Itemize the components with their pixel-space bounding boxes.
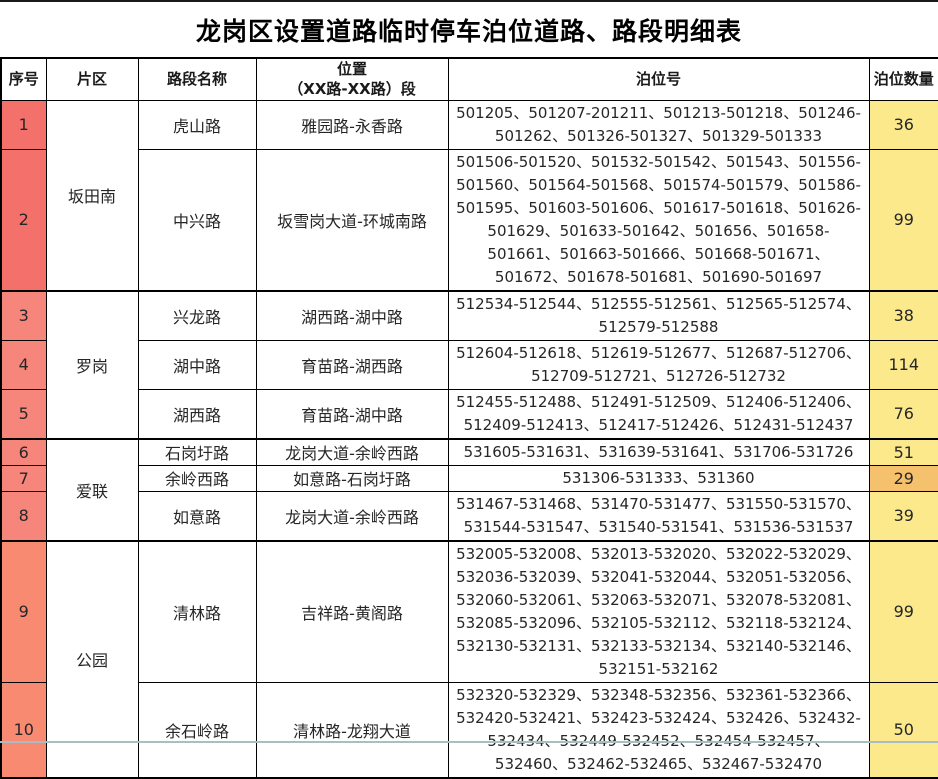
bay-count-cell: 114 bbox=[868, 339, 938, 390]
table-row: 6 爱联 石岗圩路 龙岗大道-余岭西路 531605-531631、531639… bbox=[0, 437, 938, 541]
bay-count-cell: 29 bbox=[868, 464, 938, 492]
location-cell: 如意路-石岗圩路 bbox=[255, 464, 449, 492]
bay-numbers-cell: 532005-532008、532013-532020、532022-53202… bbox=[447, 539, 870, 683]
table-row: 3 罗岗 兴龙路 湖西路-湖中路 512534-512544、512555-51… bbox=[0, 289, 938, 439]
serial-cell: 10 bbox=[0, 681, 47, 778]
bay-numbers-cell: 512455-512488、512491-512509、512406-51240… bbox=[447, 388, 870, 439]
bay-count-cell: 99 bbox=[868, 539, 938, 683]
road-name-cell: 余岭西路 bbox=[137, 464, 257, 492]
bottom-edge-strip bbox=[0, 741, 938, 743]
road-name-cell: 如意路 bbox=[137, 490, 257, 541]
header-area: 片区 bbox=[45, 57, 139, 101]
location-cell: 龙岗大道-余岭西路 bbox=[255, 490, 449, 541]
road-name-cell: 清林路 bbox=[137, 539, 257, 683]
header-location-line2: （XX路-XX路）段 bbox=[288, 80, 416, 99]
header-location-line1: 位置 bbox=[336, 60, 367, 79]
table-row: 7 余岭西路 如意路-石岗圩路 531306-531333、531360 29 bbox=[0, 464, 938, 492]
parking-table: 序号 片区 路段名称 位置 （XX路-XX路）段 泊位号 泊位数量 1 坂田南 … bbox=[0, 57, 938, 779]
bay-numbers-cell: 501506-501520、501532-501542、501543、50155… bbox=[447, 148, 870, 291]
bay-numbers-cell: 531467-531468、531470-531477、531550-53157… bbox=[447, 490, 870, 541]
table-row: 9 公园 清林路 吉祥路-黄阁路 532005-532008、532013-53… bbox=[0, 539, 938, 778]
road-name-cell: 兴龙路 bbox=[137, 289, 257, 341]
area-cell: 罗岗 bbox=[45, 289, 139, 439]
table-header-row: 序号 片区 路段名称 位置 （XX路-XX路）段 泊位号 泊位数量 bbox=[0, 57, 938, 101]
bay-count-cell: 99 bbox=[868, 148, 938, 291]
serial-cell: 6 bbox=[0, 437, 47, 466]
serial-cell: 4 bbox=[0, 339, 47, 390]
header-serial: 序号 bbox=[0, 57, 47, 101]
bay-numbers-cell: 501205、501207-201211、501213-501218、50124… bbox=[447, 99, 870, 150]
road-name-cell: 湖中路 bbox=[137, 339, 257, 390]
bay-count-cell: 39 bbox=[868, 490, 938, 541]
serial-cell: 2 bbox=[0, 148, 47, 291]
table-row: 5 湖西路 育苗路-湖中路 512455-512488、512491-51250… bbox=[0, 388, 938, 439]
serial-cell: 8 bbox=[0, 490, 47, 541]
bay-numbers-cell: 512604-512618、512619-512677、512687-51270… bbox=[447, 339, 870, 390]
bay-count-cell: 76 bbox=[868, 388, 938, 439]
location-cell: 吉祥路-黄阁路 bbox=[255, 539, 449, 683]
header-road-name: 路段名称 bbox=[137, 57, 257, 101]
bay-numbers-cell: 531605-531631、531639-531641、531706-53172… bbox=[447, 437, 870, 466]
table-row: 1 坂田南 虎山路 雅园路-永香路 501205、501207-201211、5… bbox=[0, 99, 938, 291]
bay-count-cell: 38 bbox=[868, 289, 938, 341]
serial-cell: 9 bbox=[0, 539, 47, 683]
area-cell: 爱联 bbox=[45, 437, 139, 541]
road-name-cell: 余石岭路 bbox=[137, 681, 257, 778]
location-cell: 雅园路-永香路 bbox=[255, 99, 449, 150]
header-location: 位置 （XX路-XX路）段 bbox=[255, 57, 449, 101]
bay-count-cell: 36 bbox=[868, 99, 938, 150]
bay-count-cell: 51 bbox=[868, 437, 938, 466]
table-row: 2 中兴路 坂雪岗大道-环城南路 501506-501520、501532-50… bbox=[0, 148, 938, 291]
bay-numbers-cell: 532320-532329、532348-532356、532361-53236… bbox=[447, 681, 870, 778]
location-cell: 湖西路-湖中路 bbox=[255, 289, 449, 341]
table-row: 4 湖中路 育苗路-湖西路 512604-512618、512619-51267… bbox=[0, 339, 938, 390]
area-cell: 公园 bbox=[45, 539, 139, 778]
location-cell: 育苗路-湖中路 bbox=[255, 388, 449, 439]
page-title: 龙岗区设置道路临时停车泊位道路、路段明细表 bbox=[195, 16, 742, 46]
serial-cell: 5 bbox=[0, 388, 47, 439]
table-row: 10 余石岭路 清林路-龙翔大道 532320-532329、532348-53… bbox=[0, 681, 938, 778]
road-name-cell: 石岗圩路 bbox=[137, 437, 257, 466]
location-cell: 龙岗大道-余岭西路 bbox=[255, 437, 449, 466]
location-cell: 育苗路-湖西路 bbox=[255, 339, 449, 390]
serial-cell: 7 bbox=[0, 464, 47, 492]
location-cell: 清林路-龙翔大道 bbox=[255, 681, 449, 778]
location-cell: 坂雪岗大道-环城南路 bbox=[255, 148, 449, 291]
serial-cell: 3 bbox=[0, 289, 47, 341]
table-row: 8 如意路 龙岗大道-余岭西路 531467-531468、531470-531… bbox=[0, 490, 938, 541]
header-bay-count: 泊位数量 bbox=[868, 57, 938, 101]
header-bay-numbers: 泊位号 bbox=[447, 57, 870, 101]
road-name-cell: 湖西路 bbox=[137, 388, 257, 439]
bay-count-cell: 50 bbox=[868, 681, 938, 778]
serial-cell: 1 bbox=[0, 99, 47, 150]
road-name-cell: 虎山路 bbox=[137, 99, 257, 150]
road-name-cell: 中兴路 bbox=[137, 148, 257, 291]
area-cell: 坂田南 bbox=[45, 99, 139, 291]
bay-numbers-cell: 531306-531333、531360 bbox=[447, 464, 870, 492]
bay-numbers-cell: 512534-512544、512555-512561、512565-51257… bbox=[447, 289, 870, 341]
